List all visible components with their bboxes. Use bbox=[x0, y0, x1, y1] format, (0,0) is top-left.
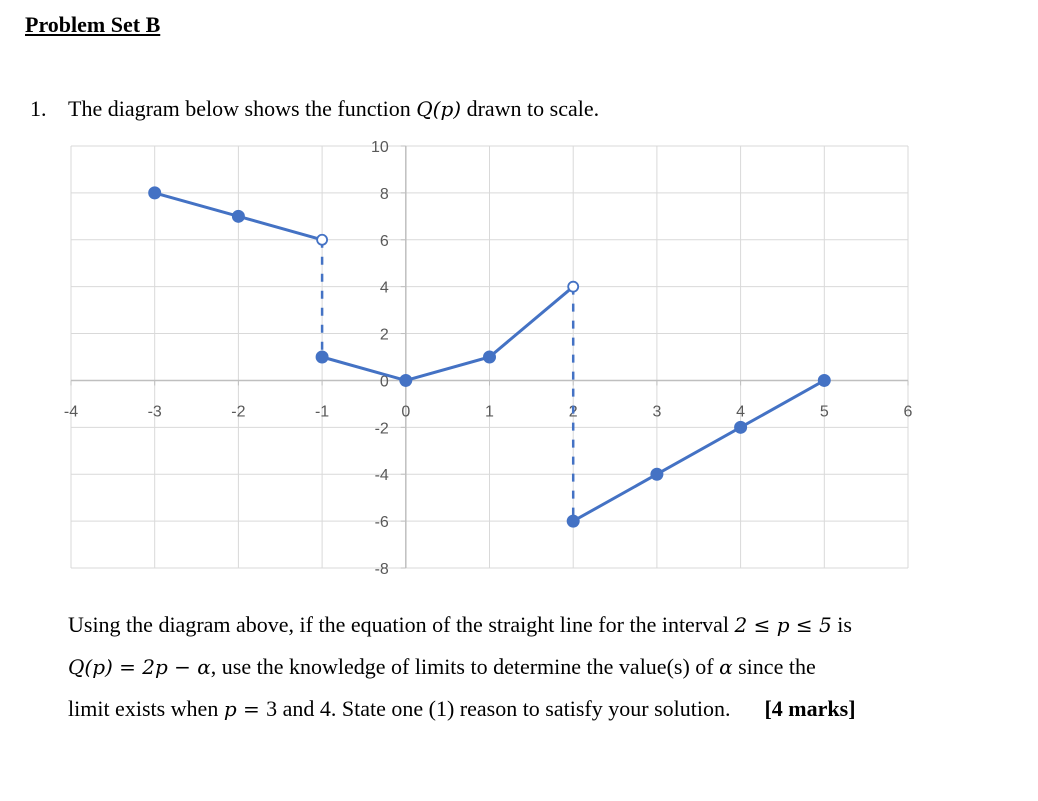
y-tick-label: -6 bbox=[375, 514, 389, 531]
y-tick-label: 2 bbox=[380, 327, 389, 344]
y-tick-label: -4 bbox=[375, 467, 389, 484]
x-tick-label: 3 bbox=[652, 403, 661, 420]
x-tick-label: 4 bbox=[736, 403, 745, 420]
closed-point bbox=[231, 209, 245, 223]
chart-grid bbox=[70, 145, 909, 569]
x-tick-label: -3 bbox=[148, 403, 162, 420]
para-line-3-text-a: limit exists when bbox=[68, 696, 224, 721]
para-line-2-text-a: , use the knowledge of limits to determi… bbox=[210, 654, 720, 679]
para-line-1-text-b: is bbox=[831, 612, 852, 637]
y-tick-label: 6 bbox=[380, 233, 389, 250]
para-line-1-interval: 2 ≤ p ≤ 5 bbox=[734, 613, 832, 637]
intro-suffix: drawn to scale. bbox=[461, 96, 600, 121]
intro-function: Q(p) bbox=[416, 97, 462, 121]
closed-point bbox=[148, 186, 162, 200]
para-line-3-text-b: 3 and 4. State one (1) reason to satisfy… bbox=[266, 696, 731, 721]
para-line-3: limit exists when p = 3 and 4. State one… bbox=[68, 696, 856, 722]
open-point bbox=[567, 280, 580, 293]
question-intro: 1. The diagram below shows the function Q… bbox=[30, 96, 599, 122]
x-tick-label: 0 bbox=[401, 403, 410, 420]
y-tick-label: 4 bbox=[380, 280, 389, 297]
para-line-1: Using the diagram above, if the equation… bbox=[68, 612, 852, 638]
x-tick-label: 6 bbox=[904, 403, 913, 420]
closed-point bbox=[483, 350, 496, 364]
chart-points bbox=[148, 186, 831, 528]
y-tick-label: -2 bbox=[375, 420, 389, 437]
y-tick-label: 0 bbox=[380, 373, 389, 390]
closed-point bbox=[315, 350, 329, 364]
intro-prefix: The diagram below shows the function bbox=[68, 96, 417, 121]
x-tick-label: -2 bbox=[231, 403, 245, 420]
closed-point bbox=[566, 514, 580, 528]
series-line bbox=[321, 285, 575, 383]
closed-point bbox=[817, 373, 831, 387]
y-tick-label: 10 bbox=[371, 139, 389, 156]
marks-label: [4 marks] bbox=[764, 696, 856, 721]
para-line-2-alpha: α bbox=[719, 655, 733, 679]
x-tick-label: -4 bbox=[64, 403, 78, 420]
x-tick-label: 1 bbox=[485, 403, 494, 420]
series-line bbox=[572, 379, 826, 523]
x-tick-label: -1 bbox=[315, 403, 329, 420]
problem-set-heading: Problem Set B bbox=[25, 12, 161, 37]
closed-point bbox=[650, 467, 664, 481]
x-tick-label: 5 bbox=[820, 403, 829, 420]
y-tick-label: 8 bbox=[380, 186, 389, 203]
closed-point bbox=[734, 420, 748, 434]
open-point bbox=[316, 233, 329, 246]
para-line-3-p: p = bbox=[223, 697, 267, 721]
y-tick-label: -8 bbox=[375, 561, 389, 578]
para-line-2: Q(p) = 2p − α, use the knowledge of limi… bbox=[68, 654, 816, 680]
para-line-2-text-b: since the bbox=[732, 654, 816, 679]
question-number: 1. bbox=[30, 96, 47, 121]
closed-point bbox=[399, 373, 413, 387]
para-line-2-equation: Q(p) = 2p − α bbox=[68, 655, 211, 679]
para-line-1-text-a: Using the diagram above, if the equation… bbox=[68, 612, 735, 637]
